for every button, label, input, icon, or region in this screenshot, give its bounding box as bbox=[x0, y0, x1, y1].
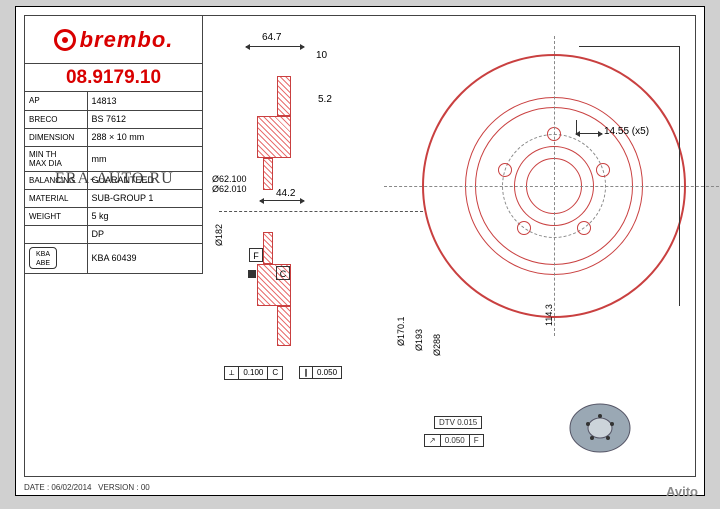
spec-value: BS 7612 bbox=[87, 110, 203, 128]
dim-inner: Ø170.1 bbox=[396, 316, 406, 346]
drawing-frame: brembo . 08.9179.10 AP14813 BRECOBS 7612… bbox=[24, 15, 696, 477]
dim-leader bbox=[576, 133, 602, 134]
dim-thickness: 10 bbox=[316, 50, 327, 61]
spec-row: MATERIALSUB-GROUP 1 bbox=[25, 189, 203, 207]
spec-label: DIMENSION bbox=[25, 128, 87, 146]
gdtol-val: 0.050 bbox=[313, 367, 341, 378]
section-view bbox=[229, 76, 339, 346]
bolt-hole-icon bbox=[498, 163, 512, 177]
spec-value: SUB-GROUP 1 bbox=[87, 189, 203, 207]
brand-text: brembo bbox=[80, 27, 167, 53]
gdtol-circ: ∥ 0.050 bbox=[299, 366, 342, 379]
gdtol-symbol-icon: ∥ bbox=[300, 367, 313, 378]
version-value: 00 bbox=[141, 483, 150, 492]
spec-label: BRECO bbox=[25, 110, 87, 128]
spec-value: mm bbox=[87, 146, 203, 171]
center-cross bbox=[384, 186, 720, 187]
xsec-neck-top bbox=[263, 158, 273, 190]
spec-row: WEIGHT5 kg bbox=[25, 207, 203, 225]
spec-label: KBA ABE bbox=[25, 243, 87, 273]
dim-pitch: 114.3 bbox=[544, 304, 554, 326]
xsec-hub-top bbox=[257, 116, 291, 158]
spec-row: DP bbox=[25, 225, 203, 243]
ext-line-top bbox=[579, 46, 679, 47]
gdtol-val: 0.100 bbox=[239, 367, 268, 379]
gdtol-runout: ↗ 0.050 F bbox=[424, 434, 484, 447]
gdtol-symbol-icon: ⟂ bbox=[225, 367, 239, 379]
brembo-logo: brembo . bbox=[54, 27, 174, 53]
spec-row: BRECOBS 7612 bbox=[25, 110, 203, 128]
spec-value: 288 × 10 mm bbox=[87, 128, 203, 146]
spec-label: MIN TH MAX DIA bbox=[25, 146, 87, 171]
dim-hat-od: 64.7 bbox=[262, 32, 281, 43]
gdtol-val: 0.050 bbox=[441, 435, 470, 446]
spec-label: WEIGHT bbox=[25, 207, 87, 225]
part-number: 08.9179.10 bbox=[25, 64, 203, 92]
logo-box: brembo . bbox=[25, 16, 203, 64]
datum-triangle-icon bbox=[248, 270, 256, 278]
front-view bbox=[414, 46, 694, 326]
dim-bore1: 62.100 bbox=[219, 174, 247, 184]
disc-thumbnail-icon bbox=[564, 398, 636, 458]
version-label: VERSION : bbox=[98, 483, 138, 492]
dim-line bbox=[246, 46, 304, 47]
dim-bore2: 62.010 bbox=[219, 184, 247, 194]
spec-value: 14813 bbox=[87, 92, 203, 110]
gdtol-symbol-icon: ↗ bbox=[425, 435, 441, 446]
spec-value: 5 kg bbox=[87, 207, 203, 225]
spec-label: MATERIAL bbox=[25, 189, 87, 207]
spec-row: DIMENSION288 × 10 mm bbox=[25, 128, 203, 146]
xsec-neck-bot bbox=[263, 232, 273, 264]
footer: DATE : 06/02/2014 VERSION : 00 bbox=[24, 483, 150, 492]
logo-disc-icon bbox=[54, 29, 76, 51]
watermark: ERA-AUTO.RU bbox=[55, 170, 174, 188]
avito-watermark: Avito bbox=[666, 484, 698, 499]
gdtol-flatness: ⟂ 0.100 C bbox=[224, 366, 283, 380]
spec-value: KBA 60439 bbox=[87, 243, 203, 273]
gdtol-dtv: DTV 0.015 bbox=[434, 416, 482, 429]
bolt-hole-icon bbox=[577, 221, 591, 235]
dim-bolt: 14.55 (x5) bbox=[604, 126, 649, 137]
spec-row: AP14813 bbox=[25, 92, 203, 110]
spec-label: AP bbox=[25, 92, 87, 110]
spec-row: KBA ABE KBA 60439 bbox=[25, 243, 203, 273]
center-cross bbox=[554, 36, 555, 336]
datum-f: F bbox=[249, 248, 263, 262]
date-value: 06/02/2014 bbox=[51, 483, 91, 492]
xsec-flange-bot bbox=[277, 306, 291, 346]
kba-badge-icon: KBA ABE bbox=[29, 247, 57, 269]
dim-swept: Ø193 bbox=[414, 329, 424, 351]
xsec-flange-top bbox=[277, 76, 291, 116]
date-label: DATE : bbox=[24, 483, 49, 492]
gdtol-datum: C bbox=[268, 367, 282, 379]
ext-line-right bbox=[679, 46, 680, 306]
spec-row: MIN TH MAX DIAmm bbox=[25, 146, 203, 171]
bottom-spec: DTV 0.015 ↗ 0.050 F bbox=[384, 406, 674, 466]
dim-d-hub: Ø182 bbox=[214, 224, 224, 246]
spec-label bbox=[25, 225, 87, 243]
datum-c: C bbox=[276, 266, 290, 280]
gdtol-datum: F bbox=[470, 435, 483, 446]
spec-value: DP bbox=[87, 225, 203, 243]
gdtol-val: DTV 0.015 bbox=[435, 417, 481, 428]
drawing-area: 64.7 10 5.2 44.2 Ø182 Ø62.1 bbox=[204, 16, 695, 476]
bolt-hole-icon bbox=[517, 221, 531, 235]
bolt-hole-icon bbox=[596, 163, 610, 177]
dim-outer: Ø288 bbox=[432, 334, 442, 356]
page-frame: brembo . 08.9179.10 AP14813 BRECOBS 7612… bbox=[15, 6, 705, 496]
